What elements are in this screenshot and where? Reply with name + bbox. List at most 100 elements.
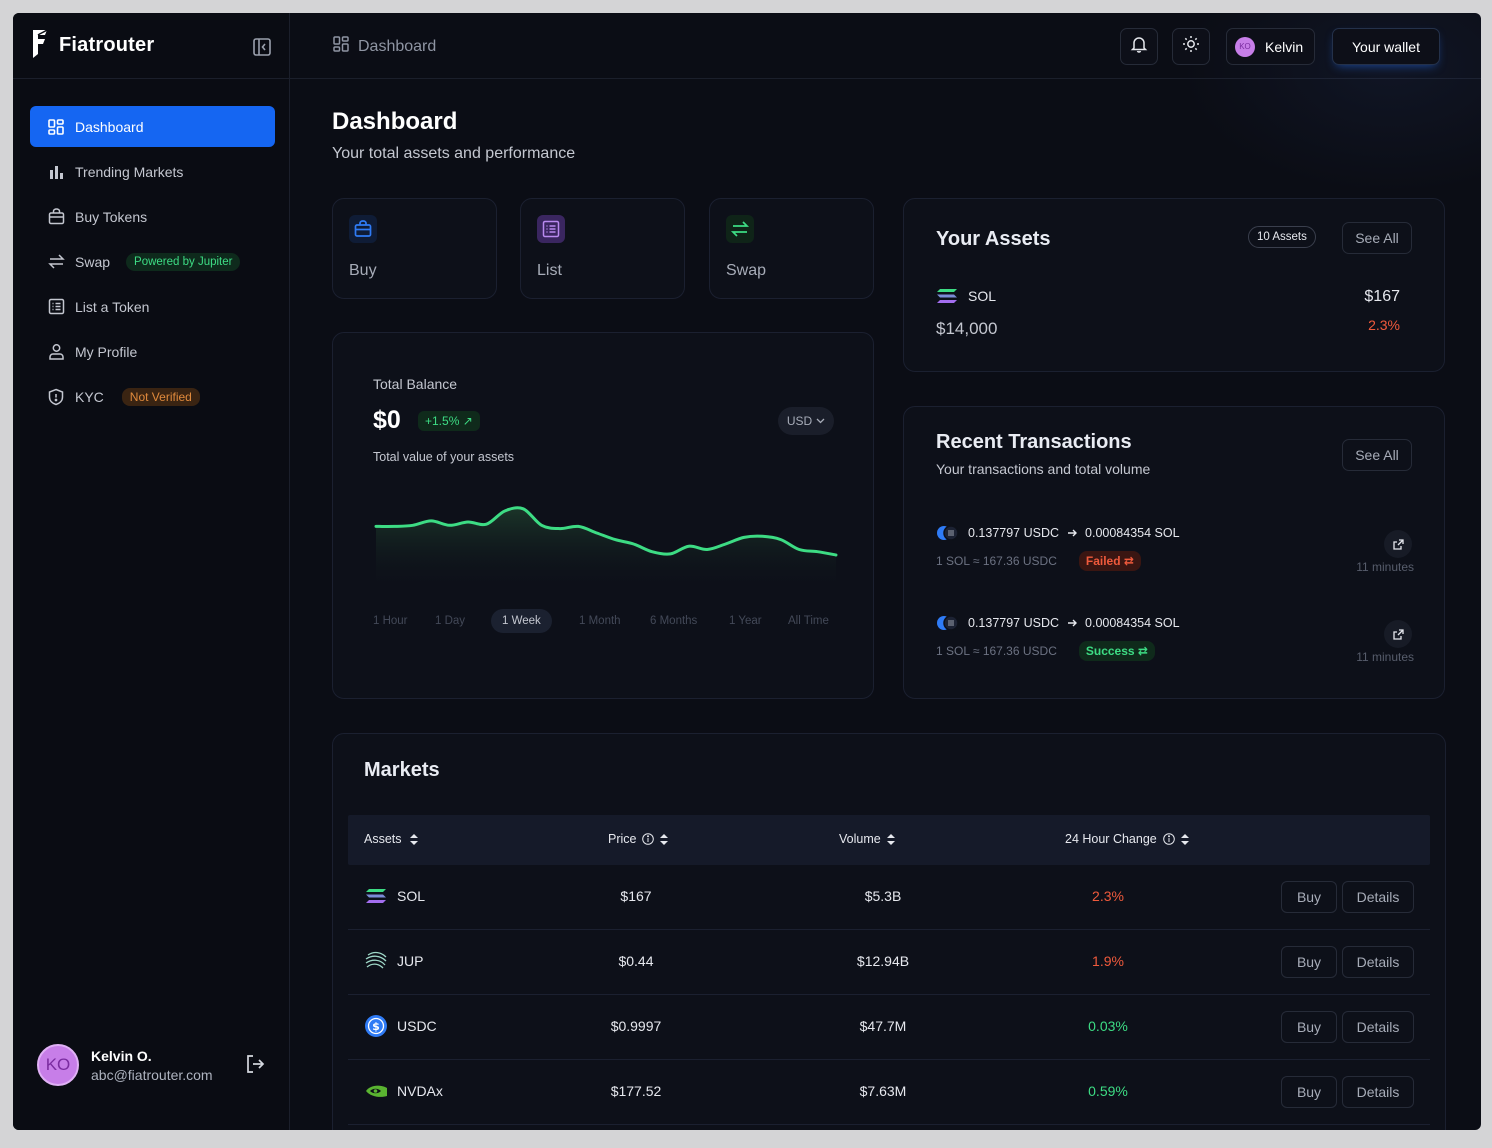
buy-button[interactable]: Buy: [1281, 881, 1337, 913]
range-1-day[interactable]: 1 Day: [435, 615, 466, 627]
transaction-row: 0.137797 USDC 0.00084354 SOL 1 SOL ≈ 167…: [936, 525, 1414, 585]
range-6-months[interactable]: 6 Months: [650, 615, 698, 627]
shield-icon: [47, 388, 65, 406]
transaction-row: 0.137797 USDC 0.00084354 SOL 1 SOL ≈ 167…: [936, 615, 1414, 675]
external-link-icon[interactable]: [1384, 530, 1412, 558]
sidebar-item-label: Dashboard: [75, 118, 144, 135]
range-all-time[interactable]: All Time: [788, 615, 829, 627]
volume-cell: $47.7M: [859, 1018, 907, 1034]
sidebar-item-label: KYC: [75, 388, 104, 405]
asset-cell: JUP: [364, 949, 423, 973]
sidebar-item-buy-tokens[interactable]: Buy Tokens: [30, 196, 275, 237]
logout-icon[interactable]: [244, 1053, 266, 1080]
change-cell: 2.3%: [1092, 888, 1124, 904]
status-badge: Success ⇄: [1078, 641, 1155, 661]
column-volume[interactable]: Volume: [839, 832, 895, 846]
transaction-time: 11 minutes: [1356, 650, 1414, 664]
collapse-sidebar-icon[interactable]: [252, 37, 272, 57]
details-button[interactable]: Details: [1342, 1076, 1414, 1108]
transaction-pair: 0.137797 USDC 0.00084354 SOL: [936, 615, 1180, 631]
notifications-button[interactable]: [1120, 28, 1158, 65]
app-window: Fiatrouter Dashboard Trending Markets Bu…: [13, 13, 1481, 1130]
recent-transactions-card: Recent Transactions Your transactions an…: [903, 406, 1445, 699]
asset-symbol: SOL: [397, 888, 426, 904]
swap-action-card[interactable]: Swap: [709, 198, 874, 299]
details-button[interactable]: Details: [1342, 946, 1414, 978]
asset-value: $14,000: [936, 319, 998, 338]
list-icon: [537, 215, 565, 243]
sol-logo-icon: [936, 288, 958, 304]
user-icon: [47, 343, 65, 361]
info-icon: [1162, 833, 1175, 845]
sidebar-user-profile[interactable]: KO Kelvin O. abc@fiatrouter.com: [37, 1043, 277, 1087]
chevron-down-icon: [816, 418, 825, 424]
your-assets-card: Your Assets 10 Assets See All SOL $14,00…: [903, 198, 1445, 372]
sidebar-item-swap[interactable]: Swap Powered by Jupiter: [30, 241, 275, 282]
user-name: Kelvin O.: [91, 1047, 152, 1064]
action-label: Swap: [726, 262, 767, 279]
details-button[interactable]: Details: [1342, 1011, 1414, 1043]
user-menu-button[interactable]: KO Kelvin: [1226, 28, 1315, 65]
range-1-week[interactable]: 1 Week: [491, 609, 552, 633]
avatar: KO: [37, 1044, 79, 1086]
avatar: KO: [1235, 36, 1255, 57]
asset-item[interactable]: SOL: [936, 288, 996, 304]
transaction-details: 1 SOL ≈ 167.36 USDC Success ⇄: [936, 641, 1155, 661]
assets-see-all-button[interactable]: See All: [1342, 222, 1412, 254]
usdc-sol-pair-icon: [936, 615, 960, 631]
change-cell: 0.59%: [1088, 1083, 1128, 1099]
markets-table-header: Assets Price Volume 24 Hour Change: [348, 815, 1430, 865]
info-icon: [642, 833, 655, 845]
arrow-right-icon: [1067, 618, 1078, 628]
buy-action-card[interactable]: Buy: [332, 198, 497, 299]
list-action-card[interactable]: List: [520, 198, 685, 299]
column-price[interactable]: Price: [608, 832, 669, 846]
range-1-month[interactable]: 1 Month: [579, 615, 621, 627]
time-range-selector: 1 Hour 1 Day 1 Week 1 Month 6 Months 1 Y…: [373, 609, 843, 633]
transaction-rate: 1 SOL ≈ 167.36 USDC: [936, 554, 1057, 568]
volume-cell: $5.3B: [864, 888, 902, 904]
sidebar-item-kyc[interactable]: KYC Not Verified: [30, 376, 275, 417]
sidebar-item-list-a-token[interactable]: List a Token: [30, 286, 275, 327]
details-button[interactable]: Details: [1342, 881, 1414, 913]
breadcrumb-label: Dashboard: [358, 37, 437, 55]
dashboard-icon: [47, 118, 65, 136]
sidebar-item-trending-markets[interactable]: Trending Markets: [30, 151, 275, 192]
asset-symbol: JUP: [397, 953, 424, 969]
markets-card: Markets Assets Price Volume 24 Hour Chan…: [332, 733, 1446, 1130]
chart-area-fill: [376, 507, 836, 588]
your-wallet-button[interactable]: Your wallet: [1332, 28, 1440, 65]
asset-symbol: NVDAx: [397, 1083, 443, 1099]
transactions-see-all-button[interactable]: See All: [1342, 439, 1412, 471]
sidebar-item-my-profile[interactable]: My Profile: [30, 331, 275, 372]
swap-icon: [47, 253, 65, 271]
nvidia-logo-icon: [364, 1079, 388, 1103]
external-link-icon[interactable]: [1384, 620, 1412, 648]
sidebar-nav: Dashboard Trending Markets Buy Tokens Sw…: [30, 106, 275, 421]
currency-value: USD: [786, 414, 813, 428]
table-row: NVDAx $177.52 $7.63M 0.59% Buy Details: [348, 1060, 1430, 1125]
balance-area-chart: [374, 506, 838, 588]
asset-change: 2.3%: [1368, 317, 1400, 333]
brand[interactable]: Fiatrouter: [13, 13, 289, 79]
theme-toggle-button[interactable]: [1172, 28, 1210, 65]
buy-button[interactable]: Buy: [1281, 946, 1337, 978]
sort-icon: [660, 833, 669, 845]
svg-text:$: $: [372, 1020, 380, 1033]
sidebar-item-dashboard[interactable]: Dashboard: [30, 106, 275, 147]
range-1-year[interactable]: 1 Year: [729, 615, 762, 627]
balance-description: Total value of your assets: [373, 450, 515, 464]
top-header: Dashboard KO Kelvin Your wallet: [290, 13, 1481, 193]
column-assets[interactable]: Assets: [364, 832, 418, 846]
currency-select[interactable]: USD: [778, 407, 834, 435]
markets-title: Markets: [364, 759, 440, 781]
buy-button[interactable]: Buy: [1281, 1076, 1337, 1108]
shopping-bag-icon: [349, 215, 377, 243]
sort-icon: [1180, 833, 1189, 845]
column-label: Price: [608, 832, 637, 846]
column-24h-change[interactable]: 24 Hour Change: [1065, 832, 1189, 846]
asset-cell: NVDAx: [364, 1079, 443, 1103]
range-1-hour[interactable]: 1 Hour: [373, 615, 408, 627]
buy-button[interactable]: Buy: [1281, 1011, 1337, 1043]
sort-icon: [409, 833, 418, 845]
